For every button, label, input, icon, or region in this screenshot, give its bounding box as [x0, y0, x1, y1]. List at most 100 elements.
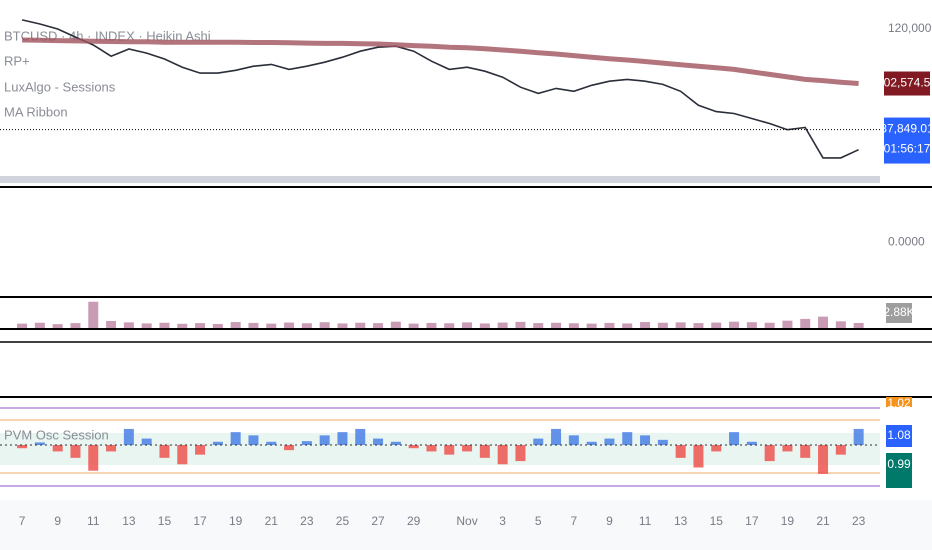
- bar: [52, 445, 63, 452]
- bar: [373, 438, 384, 445]
- bar: [159, 322, 170, 328]
- bar: [586, 441, 597, 445]
- osc-badge: [886, 425, 912, 447]
- osc-badge: [886, 453, 912, 488]
- bar: [88, 445, 99, 471]
- bar: [319, 435, 330, 445]
- bar: [462, 322, 473, 328]
- bar: [497, 322, 508, 328]
- x-tick-label: 27: [371, 514, 385, 528]
- bar: [853, 428, 864, 445]
- x-tick-label: 7: [571, 514, 578, 528]
- bar: [123, 428, 134, 445]
- bar: [782, 445, 793, 452]
- x-tick-label: 17: [193, 514, 207, 528]
- bar: [230, 432, 241, 445]
- x-tick-label: 15: [158, 514, 172, 528]
- x-tick-label: 9: [606, 514, 613, 528]
- x-tick-label: 29: [407, 514, 421, 528]
- bar: [52, 324, 63, 328]
- x-tick-label: 17: [745, 514, 759, 528]
- bar: [426, 322, 437, 328]
- x-tick-label: 21: [265, 514, 279, 528]
- bar: [657, 322, 668, 328]
- x-tick-label: 7: [19, 514, 26, 528]
- bar: [284, 445, 295, 451]
- bar: [141, 323, 152, 328]
- bar: [319, 322, 330, 328]
- indicator-label: MA Ribbon: [4, 104, 68, 119]
- bar: [729, 321, 740, 328]
- bar: [106, 321, 117, 328]
- bar: [337, 323, 348, 328]
- x-tick-label: 23: [300, 514, 314, 528]
- bar: [230, 322, 241, 328]
- countdown: 01:56:17: [884, 142, 931, 156]
- osc-label: 1.02: [887, 396, 911, 410]
- bar: [657, 439, 668, 445]
- volume-badge: [886, 303, 912, 323]
- bar: [533, 438, 544, 445]
- bar: [17, 445, 28, 449]
- bar: [266, 323, 277, 328]
- bar: [497, 445, 508, 465]
- y-tick-label: 0.0000: [888, 235, 925, 249]
- bar: [248, 435, 259, 445]
- bar: [17, 323, 28, 328]
- bar: [711, 445, 722, 452]
- bar: [444, 445, 455, 455]
- bar: [390, 321, 401, 328]
- bar: [159, 445, 170, 458]
- bar: [301, 441, 312, 445]
- bar: [70, 323, 81, 328]
- x-tick-label: Nov: [456, 514, 477, 528]
- bar: [568, 323, 579, 328]
- bar: [515, 321, 526, 328]
- price-badge: [884, 71, 930, 96]
- bar: [212, 441, 223, 445]
- x-tick-label: 11: [639, 514, 652, 528]
- bar: [195, 323, 206, 328]
- bar: [729, 432, 740, 445]
- bar: [586, 323, 597, 328]
- x-tick-label: 21: [816, 514, 830, 528]
- bar: [764, 322, 775, 328]
- session-strip: [0, 176, 880, 183]
- x-tick-label: 13: [122, 514, 136, 528]
- bar: [622, 432, 633, 445]
- bar: [693, 445, 704, 468]
- moving-average: [22, 37, 859, 86]
- volume-label: 2.88K: [883, 305, 914, 319]
- bar: [88, 301, 99, 328]
- bar: [515, 445, 526, 462]
- x-tick-label: 9: [54, 514, 61, 528]
- bar: [604, 438, 615, 445]
- bar: [746, 322, 757, 328]
- x-tick-label: 25: [336, 514, 350, 528]
- bar: [640, 435, 651, 445]
- bar: [408, 445, 419, 449]
- bar: [444, 323, 455, 328]
- bar: [248, 322, 259, 328]
- bar: [818, 445, 829, 474]
- bar: [835, 445, 846, 455]
- osc-label: 0.99: [887, 457, 911, 471]
- bar: [70, 445, 81, 458]
- bar: [106, 445, 117, 452]
- x-tick-label: 19: [781, 514, 795, 528]
- bar: [212, 323, 223, 328]
- bar: [34, 442, 45, 445]
- osc-badge: [886, 397, 912, 407]
- bar: [568, 435, 579, 445]
- bar: [426, 445, 437, 452]
- x-tick-label: 19: [229, 514, 243, 528]
- bar: [746, 441, 757, 445]
- price-label: 87,849.01: [880, 122, 932, 136]
- bar: [604, 322, 615, 328]
- bar: [479, 445, 490, 458]
- bar: [141, 438, 152, 445]
- bar: [462, 445, 473, 452]
- bar: [675, 322, 686, 328]
